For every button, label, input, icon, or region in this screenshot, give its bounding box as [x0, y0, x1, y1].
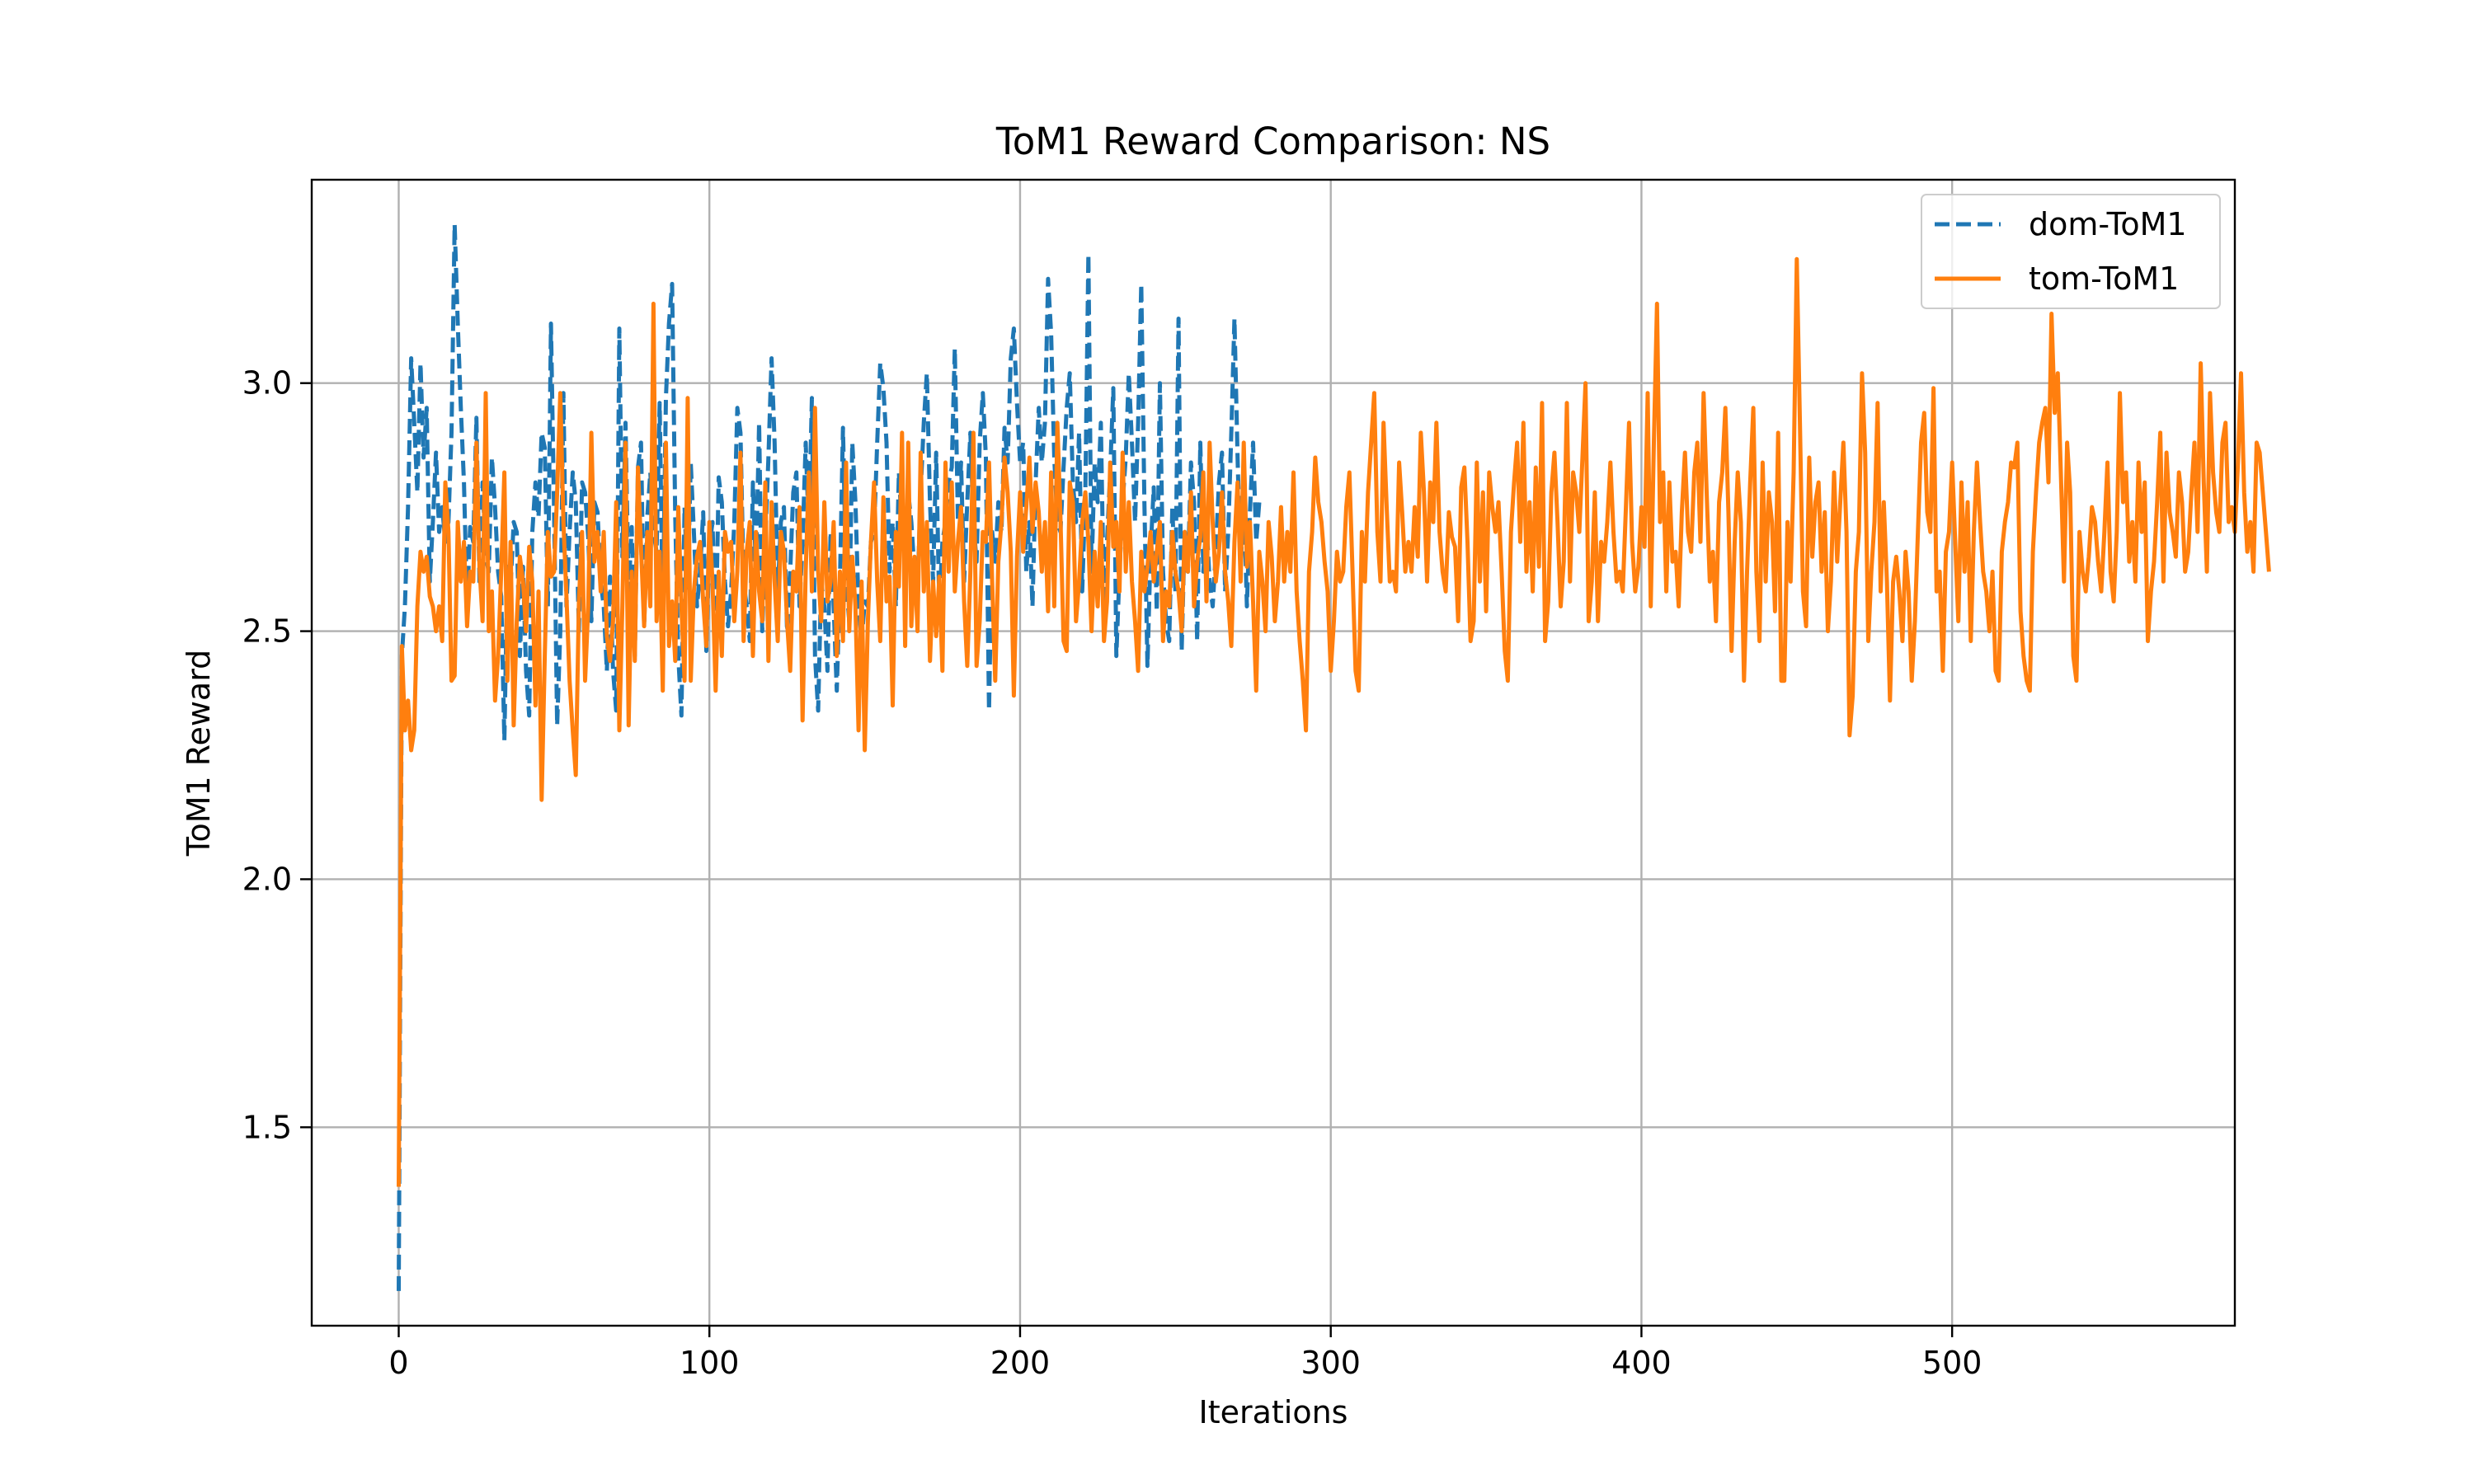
- legend-label-dom-tom1: dom-ToM1: [2029, 206, 2187, 242]
- x-tick-label: 300: [1300, 1345, 1361, 1381]
- x-axis-label: Iterations: [1199, 1394, 1348, 1430]
- y-tick-label: 2.0: [242, 861, 292, 897]
- x-tick-label: 200: [990, 1345, 1051, 1381]
- y-axis: 1.5 2.0 2.5 3.0: [242, 365, 312, 1145]
- x-tick-label: 500: [1922, 1345, 1982, 1381]
- x-tick-label: 400: [1611, 1345, 1672, 1381]
- series-line-tom-tom1: [397, 256, 2271, 1187]
- y-axis-label: ToM1 Reward: [181, 650, 217, 857]
- chart-title: ToM1 Reward Comparison: NS: [995, 120, 1550, 163]
- x-tick-label: 0: [388, 1345, 408, 1381]
- plot-lines: [397, 222, 2271, 1291]
- y-tick-label: 2.5: [242, 613, 292, 650]
- legend: dom-ToM1 tom-ToM1: [1921, 194, 2221, 309]
- y-tick-label: 3.0: [242, 365, 292, 402]
- x-axis: 0 100 200 300 400 500: [388, 1326, 1982, 1381]
- x-tick-label: 100: [680, 1345, 740, 1381]
- legend-label-tom-tom1: tom-ToM1: [2029, 261, 2179, 297]
- plot-frame: [310, 178, 2236, 1327]
- y-tick-label: 1.5: [242, 1109, 292, 1145]
